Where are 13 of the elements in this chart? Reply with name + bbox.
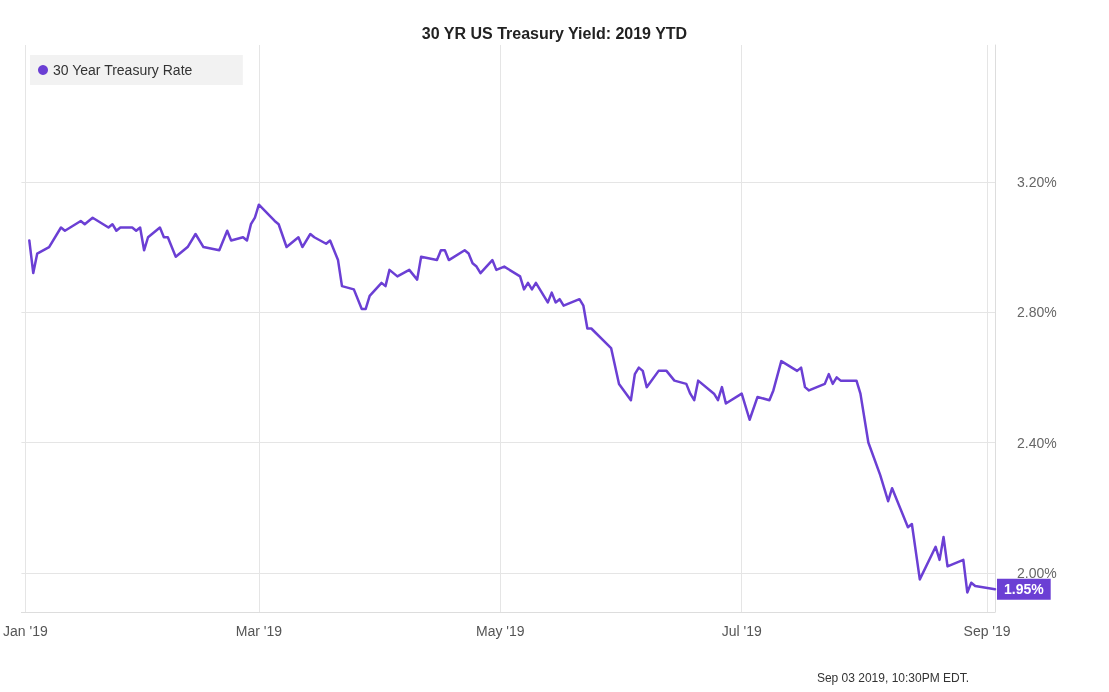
y-tick-label: 2.80% <box>1017 304 1057 321</box>
chart-title: 30 YR US Treasury Yield: 2019 YTD <box>421 24 688 42</box>
y-tick-label: 3.20% <box>1017 173 1057 190</box>
x-tick-label: Mar '19 <box>235 623 283 639</box>
x-tick-label: Jan '19 <box>2 623 48 639</box>
x-tick-label: May '19 <box>475 623 525 639</box>
y-tick-label: 2.40% <box>1017 434 1057 451</box>
text: Sep 03 2019, 10:30PM EDT. <box>816 671 970 685</box>
x-tick-label: Jul '19 <box>721 623 762 639</box>
annotation: 1.95% <box>1004 581 1045 598</box>
y-tick-label: 2.00% <box>1017 564 1057 581</box>
legend-label: 30 Year Treasury Rate <box>53 62 193 78</box>
x-tick-label: Sep '19 <box>963 623 1011 639</box>
